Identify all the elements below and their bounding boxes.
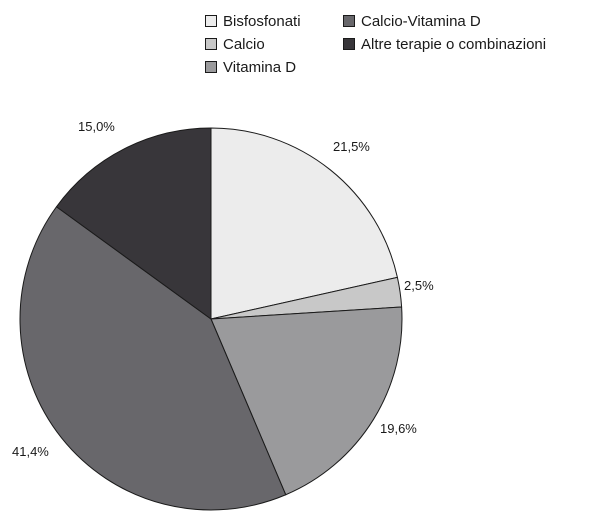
legend-swatch [343,38,355,50]
data-label: 41,4% [12,444,49,459]
legend: Bisfosfonati Calcio Vitamina D Calcio-Vi… [0,0,600,90]
legend-swatch [205,38,217,50]
legend-swatch [205,15,217,27]
legend-label: Calcio-Vitamina D [361,13,481,30]
pie-slice-altre-terapie-o-combinazioni [55,127,212,320]
pie-slices [19,127,403,511]
pie-slice-vitamina-d [210,306,403,496]
legend-label: Calcio [223,36,265,53]
pie-slice-bisfosfonati [210,127,398,320]
pie-slice-calcio-vitamina-d [19,206,287,511]
data-label: 2,5% [404,278,434,293]
data-labels: 21,5% 2,5% 19,6% 41,4% 15,0% [12,119,434,459]
data-label: 15,0% [78,119,115,134]
legend-label: Altre terapie o combinazioni [361,36,547,53]
legend-label: Bisfosfonati [223,13,301,30]
legend-swatch [343,15,355,27]
legend-swatch [205,61,217,73]
legend-label: Vitamina D [223,59,297,76]
data-label: 19,6% [380,421,417,436]
data-label: 21,5% [333,139,370,154]
